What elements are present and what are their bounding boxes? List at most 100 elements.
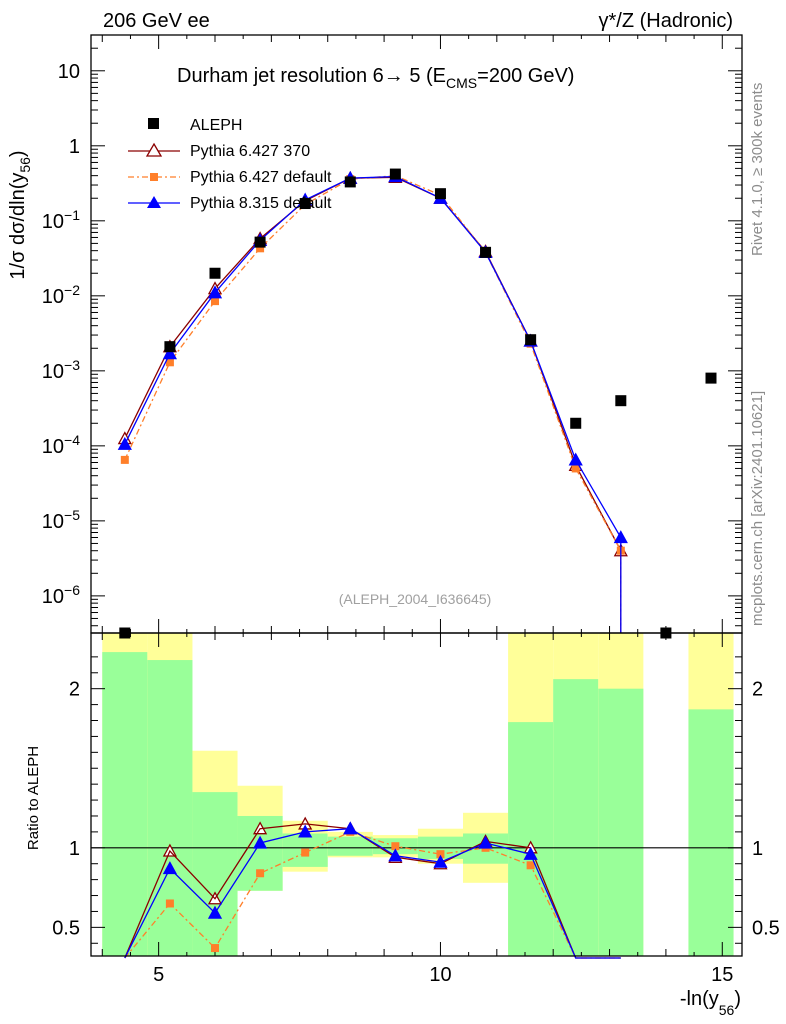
legend-marker-py6-default: [150, 173, 158, 181]
y-tick-base: 10: [42, 211, 64, 233]
series-1-marker-10: [571, 464, 580, 473]
rivet-label: Rivet 4.1.0, ≥ 300k events: [749, 83, 766, 256]
aleph-point-1: [164, 341, 176, 353]
legend-label-aleph: ALEPH: [190, 117, 242, 134]
plot-frames: [90, 34, 743, 957]
aleph-point-6: [389, 168, 401, 180]
legend-label-py8-default: Pythia 8.315 default: [190, 195, 332, 212]
main-plot-frame: [90, 34, 743, 634]
y-tick-exp: −6: [64, 582, 80, 598]
series-1-ratio-marker-2: [211, 944, 219, 953]
series-1-marker-2: [211, 297, 219, 306]
y-tick-label-7: 10−6: [42, 582, 80, 608]
series-2-line: [124, 175, 622, 633]
legend-label-py6-370: Pythia 6.427 370: [190, 143, 310, 160]
xlabel-main: -ln(y: [680, 988, 719, 1010]
ratio-band-green-10: [553, 679, 599, 956]
y-tick-label-3: 10−2: [42, 282, 80, 308]
title-tail: =200 GeV): [477, 65, 574, 87]
y-tick-base: 10: [42, 511, 64, 533]
legend-marker-py6-370: [145, 142, 163, 157]
series-2-ratio-line: [124, 828, 621, 959]
title-sub: CMS: [446, 75, 477, 91]
y-tick-label-5: 10−4: [42, 432, 80, 458]
legend-label-py6-default: Pythia 6.427 default: [190, 169, 332, 186]
x-axis-label: -ln(y56): [680, 988, 741, 1018]
series-0-line: [124, 176, 622, 633]
ratio-tick-label-right-0.5: 0.5: [752, 917, 780, 939]
analysis-tag: (ALEPH_2004_I636645): [339, 591, 492, 607]
x-tick-label-5: 5: [153, 964, 164, 986]
y-tick-label-0: 10: [58, 61, 80, 83]
ratio-tick-label-left-1: 1: [69, 838, 80, 860]
aleph-point-4: [299, 198, 311, 210]
title-mid: 5 (E: [404, 65, 446, 87]
legend-marker-py8-default: [147, 196, 161, 208]
series-1-marker-3: [256, 244, 265, 253]
ratio-band-green-11: [598, 688, 644, 956]
series-1-line: [124, 175, 622, 633]
y-tick-base: 10: [42, 361, 64, 383]
ratio-axis-label: Ratio to ALEPH: [25, 746, 42, 850]
ratio-band-green-1: [147, 660, 193, 956]
aleph-point-7: [434, 188, 446, 200]
y-axis-label: 1/σ dσ/dln(y56): [7, 150, 33, 279]
series-2-marker-2: [207, 285, 223, 299]
y-tick-base: 10: [42, 286, 64, 308]
mcplots-label: mcplots.cern.ch [arXiv:2401.10621]: [749, 391, 766, 626]
ratio-band-green-9: [508, 722, 554, 956]
y-tick-label-2: 10−1: [42, 207, 80, 233]
aleph-point-11: [615, 395, 627, 407]
y-tick-label-1: 1: [69, 136, 80, 158]
series-1-marker-0: [120, 455, 129, 464]
ratio-band-green-0: [102, 652, 148, 956]
series-1-ratio-marker-7: [436, 850, 445, 859]
x-tick-label-10: 10: [429, 964, 451, 986]
y-tick-exp: −4: [64, 432, 80, 448]
ratio-band-green-5: [327, 836, 373, 856]
legend: ALEPH Pythia 6.427 370 Pythia 6.427 defa…: [128, 117, 332, 212]
header-process-label: γ*/Z (Hadronic): [599, 10, 733, 32]
y-tick-exp: −1: [64, 207, 80, 223]
ratio-tick-label-left-0.5: 0.5: [52, 917, 80, 939]
main-series-lines: [117, 168, 717, 639]
y-tick-exp: −5: [64, 507, 80, 523]
series-1-marker-1: [165, 358, 174, 367]
series-1-ratio-marker-3: [256, 869, 265, 878]
y-tick-base: 10: [58, 61, 80, 83]
y-tick-label-4: 10−3: [42, 357, 80, 383]
chart-title: Durham jet resolution 6→ 5 (ECMS=200 GeV…: [177, 65, 574, 91]
y-tick-label-6: 10−5: [42, 507, 80, 533]
y-tick-exp: −3: [64, 357, 80, 373]
series-2-marker-1: [162, 346, 178, 360]
ratio-tick-label-right-2: 2: [752, 679, 763, 701]
title-arrow: →: [384, 65, 404, 87]
aleph-point-8: [480, 246, 492, 258]
ylabel-close: ): [7, 150, 29, 157]
ylabel-main: 1/σ dσ/dln(y: [7, 173, 29, 280]
x-tick-label-15: 15: [711, 964, 733, 986]
xlabel-sub: 56: [719, 1002, 735, 1018]
ratio-plot-frame: [90, 632, 743, 957]
title-main: Durham jet resolution 6: [177, 65, 384, 87]
y-tick-exp: −2: [64, 282, 80, 298]
ylabel-sub: 56: [17, 157, 33, 173]
ratio-tick-label-left-2: 2: [69, 679, 80, 701]
aleph-point-5: [344, 176, 356, 188]
ratio-uncertainty-bands: [102, 633, 734, 956]
aleph-point-9: [525, 334, 537, 346]
ratio-series-lines: [124, 816, 621, 959]
xlabel-close: ): [734, 988, 741, 1010]
ratio-band-green-2: [192, 792, 238, 956]
aleph-point-10: [570, 417, 582, 429]
header-energy-label: 206 GeV ee: [103, 10, 210, 32]
y-tick-base: 1: [69, 136, 80, 158]
legend-marker-aleph: [148, 118, 159, 129]
series-2-marker-11: [613, 530, 628, 544]
series-2-marker-10: [568, 452, 583, 466]
aleph-point-2: [209, 267, 221, 279]
series-2-marker-0: [117, 436, 132, 450]
y-tick-base: 10: [42, 436, 64, 458]
